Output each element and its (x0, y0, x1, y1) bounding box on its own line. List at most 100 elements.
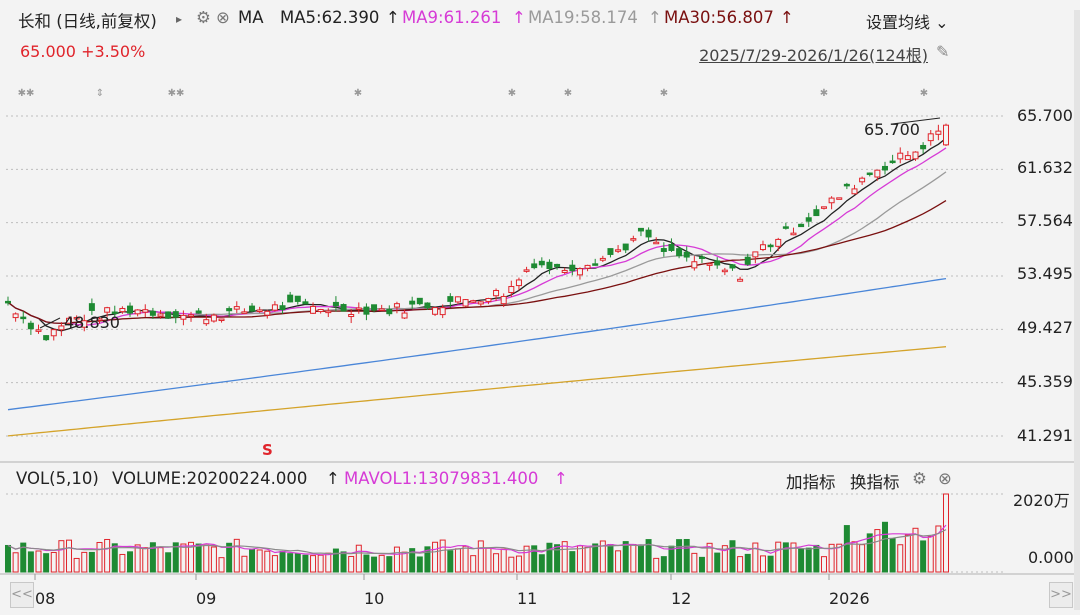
volume-bar (180, 543, 187, 573)
candle-body (470, 300, 477, 303)
candle-body (66, 317, 73, 324)
candle-body (485, 297, 492, 302)
candle-body (920, 144, 927, 150)
candle-body (759, 244, 766, 251)
candle-body (218, 318, 225, 322)
candle-body (836, 197, 843, 200)
candle-body (43, 335, 50, 341)
volume-bar (119, 553, 126, 573)
add-indicator-button[interactable]: 加指标 (786, 473, 836, 492)
candle-body (859, 177, 866, 183)
candle-body (592, 263, 599, 266)
ma-settings-button[interactable]: 设置均线 ⌄ (866, 13, 949, 32)
scroll-right-button[interactable]: >> (1049, 582, 1073, 608)
candle-body (721, 269, 728, 273)
price-tick: 41.291 (1017, 426, 1073, 445)
volume-header: VOL(5,10) VOLUME:20200224.000 ↑ MAVOL1:1… (0, 462, 1080, 494)
scroll-left-button[interactable]: << (10, 582, 34, 608)
x-tick: 09 (196, 589, 217, 608)
candle-body (843, 183, 850, 187)
volume-bar (897, 544, 904, 573)
volume-bar (767, 555, 774, 573)
candle-body (371, 304, 378, 311)
volume-bar (172, 542, 179, 573)
last-price-change: 65.000 +3.50% (20, 42, 146, 61)
candle-body (226, 308, 233, 312)
gear-icon[interactable]: ⚙ (912, 469, 927, 488)
switch-indicator-button[interactable]: 换指标 (850, 473, 900, 492)
candle-body (820, 206, 827, 209)
price-tick: 61.632 (1017, 158, 1073, 177)
volume-bar (843, 525, 850, 573)
candle-body (531, 263, 538, 269)
volume-bar (599, 540, 606, 573)
candle-body (432, 307, 439, 315)
candle-body (912, 151, 919, 160)
volume-bar (569, 551, 576, 573)
candle-body (683, 251, 690, 258)
candle-body (935, 130, 942, 135)
candle-body (393, 303, 400, 308)
event-marker-icon: ✱ (920, 88, 928, 99)
candle-body (943, 124, 949, 146)
volume-bar (294, 553, 301, 573)
ma120-line (7, 346, 947, 437)
volume-bar (935, 525, 942, 573)
price-tick: 57.564 (1017, 211, 1073, 230)
candle-body (127, 305, 134, 314)
volume-bar (874, 529, 881, 573)
candle-body (691, 261, 698, 269)
candle-body (881, 165, 888, 171)
volume-bar (271, 555, 278, 573)
date-range[interactable]: 2025/7/29-2026/1/26(124根) (699, 46, 928, 65)
volume-bar (927, 535, 934, 573)
candle-body (828, 197, 835, 204)
volume-bar (424, 546, 431, 573)
sell-signal[interactable]: S (262, 441, 273, 459)
vol-label[interactable]: VOL(5,10) (16, 469, 99, 488)
stock-title[interactable]: 长和 (日线,前复权) (18, 12, 157, 31)
candle-body (927, 133, 934, 142)
candle-body (737, 278, 744, 282)
candle-body (538, 260, 545, 266)
volume-bar (637, 544, 644, 573)
volume-bar (775, 541, 782, 573)
candle-body (554, 263, 561, 267)
event-marker-icon: ✱✱ (168, 88, 185, 99)
volume-bar (43, 553, 50, 573)
close-icon[interactable]: ⊗ (216, 8, 230, 27)
candle-body (447, 296, 454, 302)
volume-bar (111, 543, 118, 573)
volume-bar (88, 551, 95, 573)
volume-bar (149, 542, 156, 573)
candle-body (104, 307, 111, 313)
price-tick: 49.427 (1017, 318, 1073, 337)
candle-body (165, 311, 172, 319)
ma9-line (7, 147, 947, 326)
candle-body (424, 302, 431, 309)
event-marker-icon: ✱ (564, 88, 572, 99)
candle-body (744, 256, 751, 265)
candle-body (233, 306, 240, 310)
ma-label: MA (238, 8, 264, 27)
event-marker-icon: ⇕ (96, 88, 104, 99)
candle-body (325, 310, 332, 314)
gear-icon[interactable]: ⚙ (196, 8, 211, 27)
candle-body (775, 238, 782, 247)
expand-arrow-icon[interactable]: ▸ (176, 12, 183, 26)
vertical-scrollbar[interactable] (1074, 10, 1080, 610)
volume-bar (744, 553, 751, 573)
volume-bar (134, 544, 141, 573)
volume-bar (447, 550, 454, 573)
volume-bar (454, 548, 461, 573)
volume-bar (691, 552, 698, 573)
close-icon[interactable]: ⊗ (938, 469, 952, 488)
candle-body (798, 223, 805, 228)
volume-bar (820, 556, 827, 573)
ma5-value: MA5:62.390 (280, 8, 380, 27)
pin-icon[interactable]: ✎ (936, 42, 950, 61)
candle-body (241, 311, 248, 314)
candle-body (88, 303, 95, 311)
volume-bar (462, 545, 469, 573)
